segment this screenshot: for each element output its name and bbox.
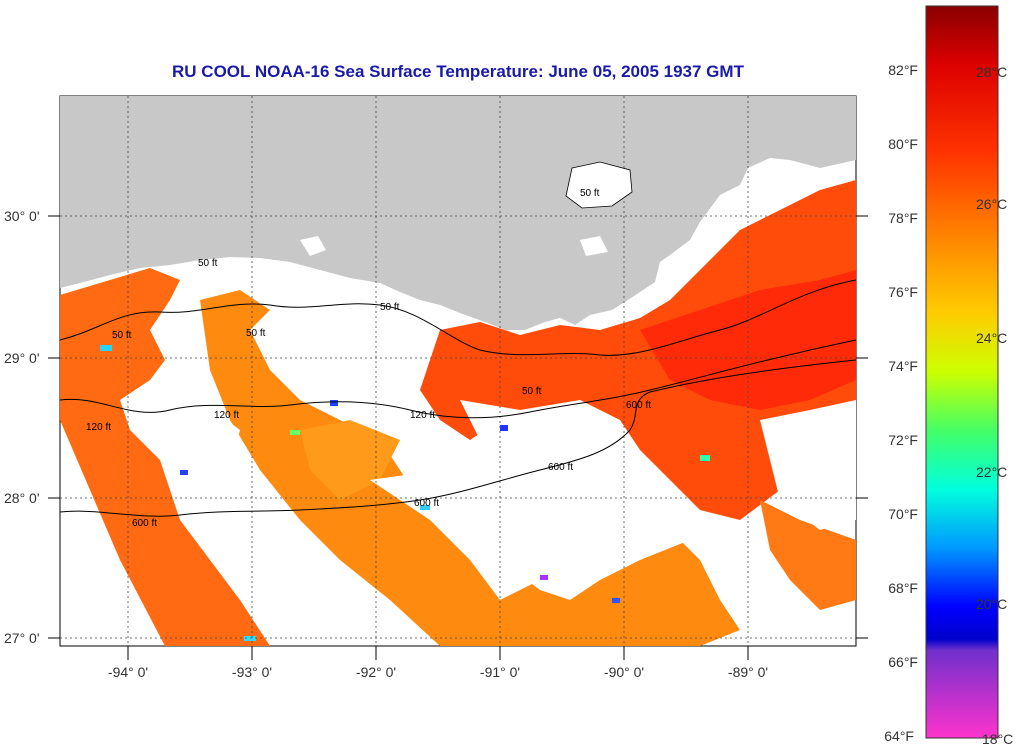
contour-label: 600 ft (626, 400, 651, 411)
land-mass (60, 96, 856, 330)
sst-swath-central (200, 290, 740, 646)
colorbar-f-label: 74°F (888, 358, 918, 374)
inland-water-3 (580, 236, 608, 256)
contour-label: 50 ft (112, 330, 132, 341)
contour-label: 50 ft (380, 302, 400, 313)
lat-label: 29° 0' (4, 350, 40, 366)
contour-label: 50 ft (522, 386, 542, 397)
lon-label: -89° 0' (728, 664, 768, 680)
cloud-gap-4 (760, 400, 856, 530)
lon-axis (127, 646, 749, 660)
lon-label: -94° 0' (108, 664, 148, 680)
contour-label: 600 ft (132, 518, 157, 529)
contour-label: 120 ft (86, 422, 111, 433)
lat-label: 30° 0' (4, 208, 40, 224)
colorbar-c-label: 28°C (976, 64, 1007, 80)
colorbar-f-label: 72°F (888, 432, 918, 448)
contour-label: 600 ft (548, 462, 573, 473)
lat-label: 28° 0' (4, 490, 40, 506)
colorbar-c-label: 26°C (976, 196, 1007, 212)
contour-600ft (60, 359, 856, 517)
colorbar-f-label: 80°F (888, 136, 918, 152)
colorbar-f-label: 66°F (888, 654, 918, 670)
cloud-gap-1 (160, 400, 240, 470)
inland-lake (565, 161, 633, 209)
lon-label: -93° 0' (232, 664, 272, 680)
sst-layer (60, 96, 856, 646)
lon-label: -91° 0' (480, 664, 520, 680)
sst-patch-east (640, 270, 856, 410)
colorbar-f-label: 64°F (884, 728, 914, 744)
contour-label: 50 ft (246, 328, 266, 339)
colorbar-f-label: 70°F (888, 506, 918, 522)
bathymetry-contours (60, 279, 856, 517)
sst-specks (100, 345, 710, 641)
contour-50ft (60, 279, 856, 356)
contour-labels: 50 ft 50 ft 50 ft 50 ft 50 ft 50 ft 120 … (86, 188, 651, 529)
sst-patch-south (760, 500, 856, 610)
cloud-gap-2 (370, 470, 690, 600)
lon-label: -92° 0' (356, 664, 396, 680)
inland-water-2 (300, 236, 326, 256)
contour-label: 120 ft (410, 410, 435, 421)
sst-swath-west (60, 268, 270, 646)
contour-label: 120 ft (214, 410, 239, 421)
map-title: RU COOL NOAA-16 Sea Surface Temperature:… (172, 62, 744, 81)
lat-label: 27° 0' (4, 630, 40, 646)
cloud-gap-3 (460, 400, 640, 470)
colorbar-f-label: 78°F (888, 210, 918, 226)
colorbar-f-label: 68°F (888, 580, 918, 596)
colorbar-c-label: 18°C (982, 731, 1013, 747)
graticule (60, 96, 856, 646)
sst-swath-nearshore (420, 180, 856, 520)
contour-label: 50 ft (580, 188, 600, 199)
colorbar (925, 5, 999, 739)
contour-label: 50 ft (198, 258, 218, 269)
colorbar-f-label: 82°F (888, 62, 918, 78)
lon-label: -90° 0' (604, 664, 644, 680)
colorbar-f-label: 76°F (888, 284, 918, 300)
colorbar-c-label: 22°C (976, 464, 1007, 480)
lat-axis (48, 215, 868, 639)
contour-label: 600 ft (414, 498, 439, 509)
colorbar-c-label: 20°C (976, 596, 1007, 612)
contour-120ft (60, 339, 856, 419)
colorbar-c-label: 24°C (976, 330, 1007, 346)
